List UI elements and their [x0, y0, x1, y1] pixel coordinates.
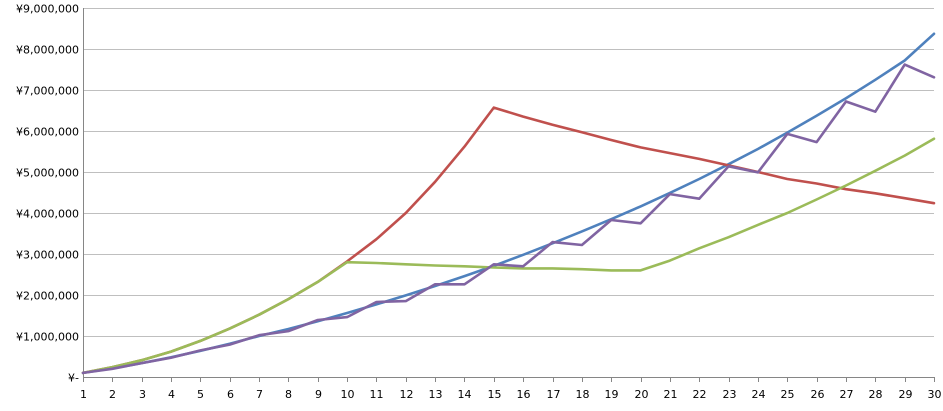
x-tick-label: 22	[693, 388, 707, 401]
x-tick-label: 30	[928, 388, 942, 401]
x-axis-tick-labels: 1 2 3 4 5 6 7 8 9 10 11 12 13 14 15 16 17 18 19 20 21 22 23 24 2…	[80, 388, 942, 401]
y-tick-label: ¥9,000,000	[16, 3, 79, 16]
y-tick-label: ¥2,000,000	[16, 290, 79, 303]
x-tick-label: 14	[458, 388, 472, 401]
y-tick-label: ¥5,000,000	[16, 167, 79, 180]
x-tick-label: 19	[605, 388, 619, 401]
x-tick-label: 20	[635, 388, 649, 401]
x-tick-label: 17	[547, 388, 561, 401]
x-tick-label: 8	[285, 388, 292, 401]
x-tick-label: 3	[139, 388, 146, 401]
y-tick-label: ¥8,000,000	[16, 44, 79, 57]
y-tick-label: ¥3,000,000	[16, 249, 79, 262]
axes	[83, 8, 935, 382]
x-tick-label: 18	[576, 388, 590, 401]
x-tick-label: 21	[664, 388, 678, 401]
x-tick-label: 24	[752, 388, 766, 401]
x-tick-label: 29	[899, 388, 913, 401]
x-tick-label: 1	[80, 388, 87, 401]
x-tick-label: 13	[429, 388, 443, 401]
x-tick-label: 28	[869, 388, 883, 401]
y-axis-tick-labels: ¥- ¥1,000,000 ¥2,000,000 ¥3,000,000 ¥4,000,0…	[16, 3, 79, 385]
x-tick-label: 15	[488, 388, 502, 401]
x-tick-label: 12	[400, 388, 414, 401]
series-lines	[81, 32, 936, 375]
series-line-2	[81, 106, 936, 375]
series-line-4	[81, 63, 936, 375]
y-tick-label: ¥6,000,000	[16, 126, 79, 139]
x-tick-label: 6	[227, 388, 234, 401]
y-tick-label: ¥-	[68, 372, 79, 385]
x-tick-label: 25	[781, 388, 795, 401]
x-tick-label: 26	[811, 388, 825, 401]
gridlines	[83, 8, 934, 337]
x-tick-label: 2	[109, 388, 116, 401]
x-tick-label: 4	[168, 388, 175, 401]
x-tick-label: 11	[370, 388, 384, 401]
x-tick-label: 23	[723, 388, 737, 401]
x-tick-label: 16	[517, 388, 531, 401]
x-tick-label: 27	[840, 388, 854, 401]
x-tick-label: 9	[315, 388, 322, 401]
series-line-3	[81, 137, 936, 375]
y-tick-label: ¥4,000,000	[16, 208, 79, 221]
x-tick-label: 7	[256, 388, 263, 401]
x-tick-label: 5	[197, 388, 204, 401]
x-tick-label: 10	[341, 388, 355, 401]
y-tick-label: ¥7,000,000	[16, 85, 79, 98]
y-tick-label: ¥1,000,000	[16, 331, 79, 344]
